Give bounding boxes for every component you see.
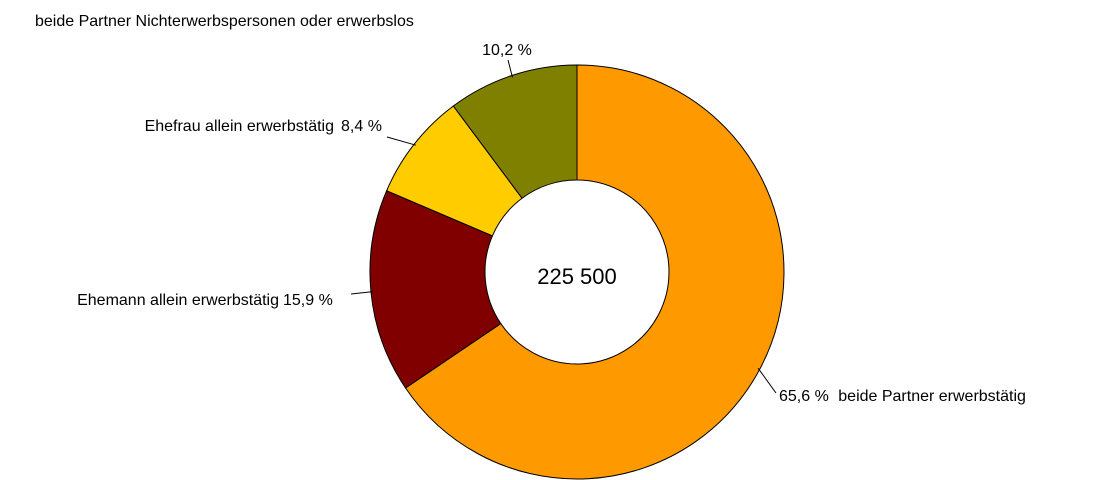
- slice-beide-partner-erwerbstaetig: [404, 64, 785, 480]
- leader-line-darkred: [350, 291, 373, 295]
- donut-slices: [369, 64, 785, 480]
- label-orange: 65,6 % beide Partner erwerbstätig: [779, 388, 1026, 405]
- leader-line-yellow: [386, 136, 417, 146]
- label-darkred-value: 15,9 %: [283, 292, 333, 309]
- slice-ehemann-allein: [369, 190, 502, 389]
- label-orange-category: beide Partner erwerbstätig: [838, 388, 1026, 405]
- label-yellow-category: Ehefrau allein erwerbstätig: [145, 118, 334, 135]
- slice-nichterwerbspersonen: [452, 64, 578, 199]
- label-yellow-value: 8,4 %: [341, 118, 382, 135]
- label-orange-value: 65,6 %: [779, 388, 829, 405]
- leader-lines: [350, 59, 777, 394]
- leader-line-orange: [757, 367, 777, 394]
- leader-line-olive: [507, 59, 513, 78]
- label-darkred-category: Ehemann allein erwerbstätig: [77, 292, 279, 309]
- label-olive-category: beide Partner Nichterwerbspersonen oder …: [35, 13, 414, 30]
- label-olive-value: 10,2 %: [482, 42, 532, 59]
- center-total-label: 225 500: [537, 264, 617, 289]
